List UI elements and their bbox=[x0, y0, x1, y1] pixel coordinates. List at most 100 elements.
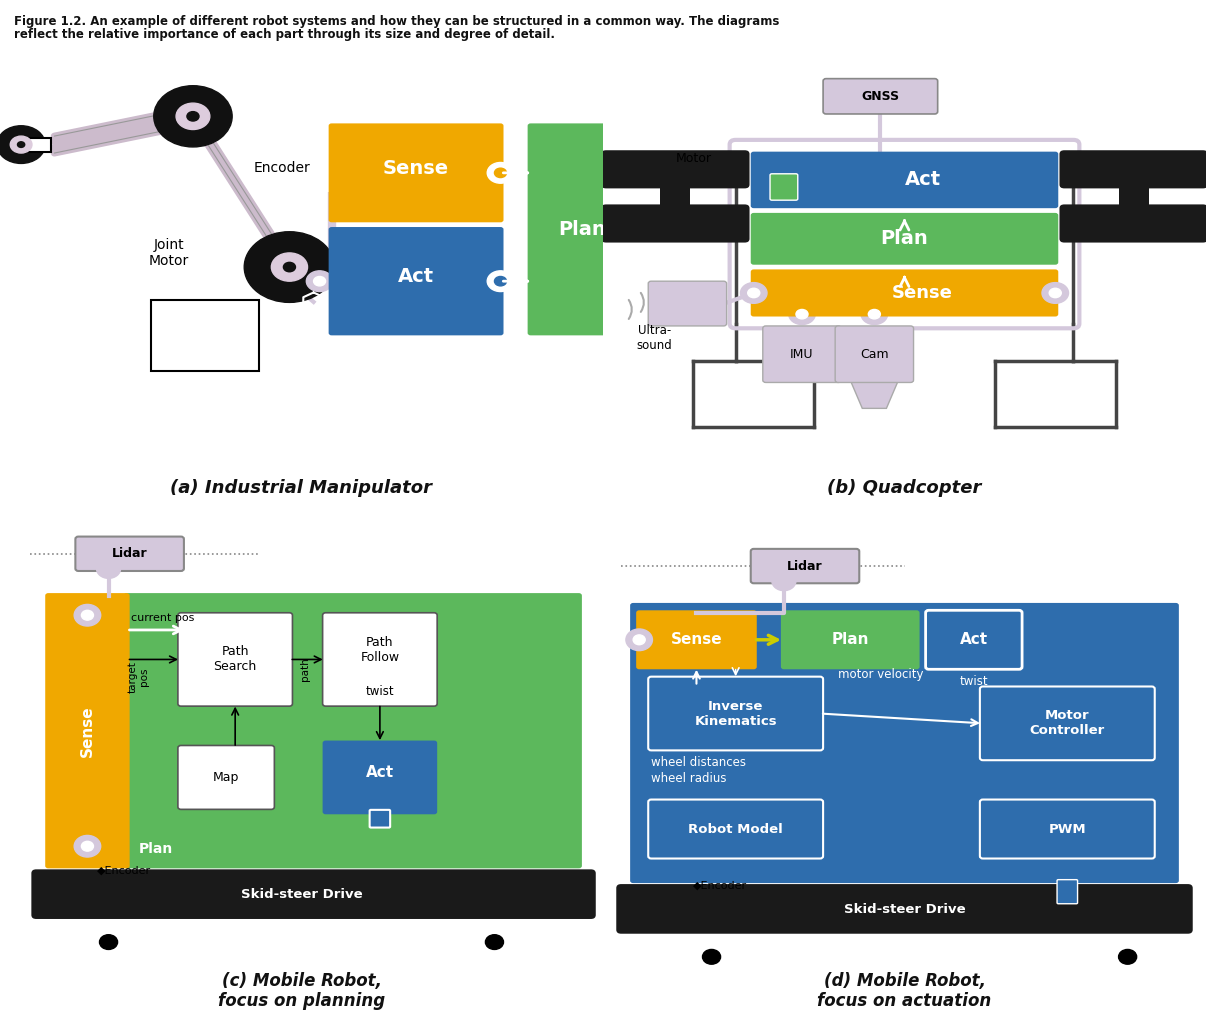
Circle shape bbox=[82, 610, 94, 621]
Text: Lidar: Lidar bbox=[788, 559, 822, 572]
Text: Act: Act bbox=[960, 632, 988, 647]
FancyBboxPatch shape bbox=[602, 205, 750, 243]
FancyBboxPatch shape bbox=[1056, 880, 1078, 904]
FancyBboxPatch shape bbox=[323, 740, 438, 814]
FancyBboxPatch shape bbox=[750, 549, 860, 584]
Circle shape bbox=[314, 276, 326, 286]
Text: PWM: PWM bbox=[1048, 822, 1087, 836]
Circle shape bbox=[485, 935, 504, 949]
Bar bbox=[277, 267, 302, 300]
Circle shape bbox=[244, 231, 335, 302]
Circle shape bbox=[1049, 289, 1061, 298]
Text: Plan: Plan bbox=[831, 632, 870, 647]
FancyBboxPatch shape bbox=[750, 152, 1059, 208]
Circle shape bbox=[494, 276, 507, 286]
Text: (b) Quadcopter: (b) Quadcopter bbox=[827, 479, 982, 498]
Text: Map: Map bbox=[213, 771, 239, 784]
Circle shape bbox=[10, 136, 33, 153]
Circle shape bbox=[487, 270, 514, 292]
Text: Path
Follow: Path Follow bbox=[361, 636, 399, 664]
Circle shape bbox=[187, 112, 199, 121]
Text: twist: twist bbox=[365, 685, 394, 698]
FancyBboxPatch shape bbox=[649, 800, 822, 858]
Text: focus on planning: focus on planning bbox=[218, 992, 385, 1010]
Text: twist: twist bbox=[960, 675, 988, 688]
Bar bbox=[151, 300, 259, 371]
Text: Sense: Sense bbox=[892, 284, 953, 302]
Circle shape bbox=[868, 309, 880, 318]
FancyBboxPatch shape bbox=[979, 800, 1154, 858]
Text: Plan: Plan bbox=[558, 220, 605, 239]
Circle shape bbox=[633, 635, 645, 645]
FancyBboxPatch shape bbox=[763, 326, 842, 382]
FancyBboxPatch shape bbox=[649, 677, 822, 751]
Circle shape bbox=[65, 906, 152, 978]
Text: Ultra-
sound: Ultra- sound bbox=[637, 324, 672, 351]
Circle shape bbox=[861, 304, 888, 325]
FancyBboxPatch shape bbox=[781, 610, 920, 670]
Circle shape bbox=[789, 304, 815, 325]
Circle shape bbox=[96, 559, 121, 579]
Circle shape bbox=[0, 126, 46, 164]
FancyBboxPatch shape bbox=[769, 174, 798, 200]
Text: focus on actuation: focus on actuation bbox=[818, 992, 991, 1010]
Text: Sense: Sense bbox=[671, 632, 722, 647]
Text: motor velocity: motor velocity bbox=[838, 668, 924, 681]
Text: Path
Search: Path Search bbox=[213, 645, 257, 674]
Circle shape bbox=[668, 922, 755, 992]
FancyBboxPatch shape bbox=[602, 151, 750, 188]
Bar bbox=[1119, 154, 1149, 229]
Text: wheel distances: wheel distances bbox=[651, 756, 747, 769]
FancyBboxPatch shape bbox=[124, 593, 582, 868]
Text: (d) Mobile Robot,: (d) Mobile Robot, bbox=[824, 973, 985, 990]
Text: Robot Model: Robot Model bbox=[689, 822, 783, 836]
FancyBboxPatch shape bbox=[528, 124, 637, 336]
FancyBboxPatch shape bbox=[750, 269, 1059, 316]
Text: Act: Act bbox=[398, 267, 434, 286]
Text: Act: Act bbox=[904, 170, 941, 189]
Text: ◆Encoder: ◆Encoder bbox=[693, 881, 748, 891]
Circle shape bbox=[451, 906, 538, 978]
Text: Figure 1.2. An example of different robot systems and how they can be structured: Figure 1.2. An example of different robo… bbox=[14, 15, 780, 29]
FancyBboxPatch shape bbox=[616, 884, 1193, 934]
Circle shape bbox=[702, 949, 720, 965]
FancyBboxPatch shape bbox=[178, 745, 275, 809]
Text: Sense: Sense bbox=[80, 705, 95, 757]
Circle shape bbox=[306, 270, 333, 292]
Text: Cam: Cam bbox=[860, 348, 889, 360]
Circle shape bbox=[82, 842, 94, 851]
FancyBboxPatch shape bbox=[323, 612, 438, 707]
Circle shape bbox=[748, 289, 760, 298]
FancyBboxPatch shape bbox=[637, 610, 757, 670]
Text: Plan: Plan bbox=[139, 842, 172, 856]
FancyBboxPatch shape bbox=[1060, 205, 1206, 243]
Text: Plan: Plan bbox=[880, 229, 929, 248]
FancyBboxPatch shape bbox=[630, 603, 1179, 883]
Text: Sense: Sense bbox=[384, 159, 449, 177]
Text: Skid-steer Drive: Skid-steer Drive bbox=[844, 902, 965, 915]
Text: Inverse
Kinematics: Inverse Kinematics bbox=[695, 699, 777, 727]
FancyBboxPatch shape bbox=[46, 593, 130, 868]
Circle shape bbox=[99, 935, 118, 949]
FancyBboxPatch shape bbox=[370, 810, 391, 827]
Text: (c) Mobile Robot,: (c) Mobile Robot, bbox=[222, 973, 381, 990]
Text: Act: Act bbox=[365, 765, 394, 780]
Circle shape bbox=[772, 571, 796, 591]
Text: target
pos: target pos bbox=[128, 660, 150, 692]
Circle shape bbox=[75, 836, 101, 857]
Text: Joint
Motor: Joint Motor bbox=[148, 238, 189, 268]
Circle shape bbox=[18, 141, 24, 147]
Text: Lidar: Lidar bbox=[112, 547, 147, 560]
FancyBboxPatch shape bbox=[328, 124, 504, 222]
Text: ◆Encoder: ◆Encoder bbox=[96, 866, 151, 876]
FancyBboxPatch shape bbox=[1060, 151, 1206, 188]
Text: IMU: IMU bbox=[790, 348, 814, 360]
Polygon shape bbox=[850, 380, 898, 409]
Text: Motor
Controller: Motor Controller bbox=[1030, 710, 1105, 737]
Circle shape bbox=[154, 86, 233, 146]
FancyBboxPatch shape bbox=[926, 610, 1023, 670]
Text: Skid-steer Drive: Skid-steer Drive bbox=[241, 888, 362, 901]
Text: current pos: current pos bbox=[131, 612, 194, 623]
Text: GNSS: GNSS bbox=[861, 90, 900, 103]
FancyBboxPatch shape bbox=[31, 869, 596, 919]
